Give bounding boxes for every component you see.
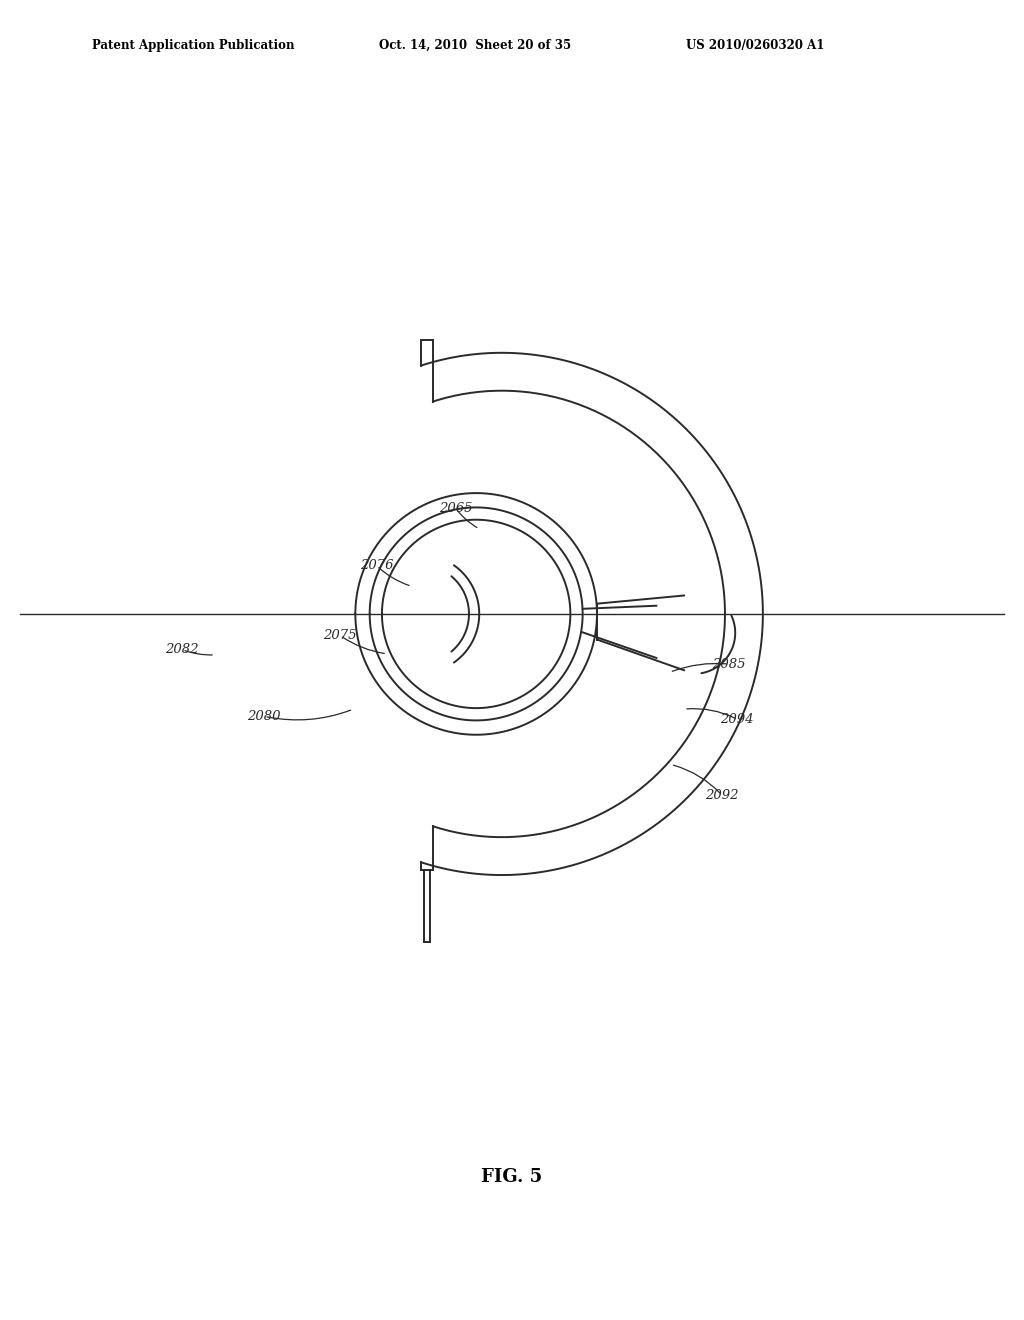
Text: Patent Application Publication: Patent Application Publication [92, 38, 295, 51]
Text: 2094: 2094 [721, 713, 754, 726]
Text: FIG. 5: FIG. 5 [481, 1168, 543, 1187]
Text: 2092: 2092 [706, 788, 738, 801]
Text: 2085: 2085 [713, 657, 745, 671]
Text: US 2010/0260320 A1: US 2010/0260320 A1 [686, 38, 824, 51]
Text: 2082: 2082 [166, 643, 199, 656]
Text: 2080: 2080 [248, 710, 281, 723]
Text: 2076: 2076 [360, 560, 393, 573]
Text: Oct. 14, 2010  Sheet 20 of 35: Oct. 14, 2010 Sheet 20 of 35 [379, 38, 571, 51]
Text: 2075: 2075 [324, 628, 356, 642]
Text: 2065: 2065 [439, 502, 472, 515]
